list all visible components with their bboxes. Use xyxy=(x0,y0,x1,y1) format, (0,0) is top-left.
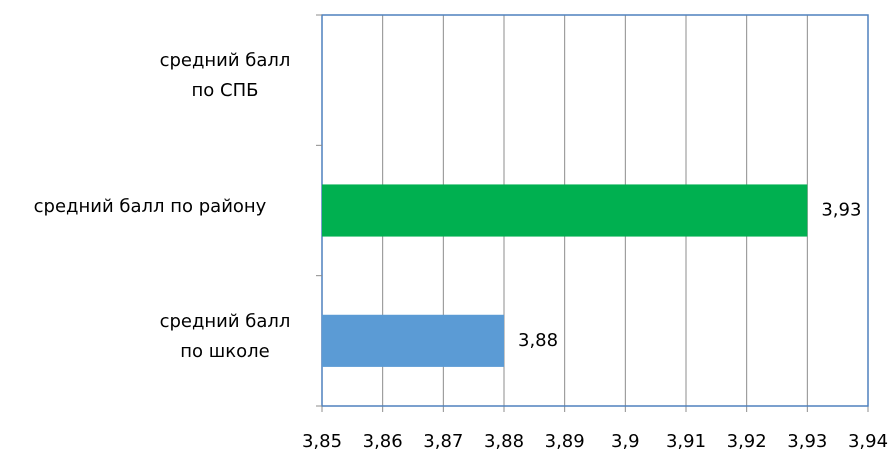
bar xyxy=(322,314,504,367)
x-tick-label: 3,86 xyxy=(363,431,403,452)
data-label: 3,88 xyxy=(518,330,558,351)
x-tick-label: 3,9 xyxy=(611,431,640,452)
x-tick-label: 3,85 xyxy=(302,431,342,452)
x-tick-label: 3,92 xyxy=(727,431,767,452)
x-tick-label: 3,91 xyxy=(666,431,706,452)
bar xyxy=(322,184,808,237)
y-tick-label: средний балл по школе xyxy=(159,310,291,362)
x-tick-label: 3,89 xyxy=(545,431,585,452)
x-tick-label: 3,93 xyxy=(787,431,827,452)
x-tick-label: 3,88 xyxy=(484,431,524,452)
y-tick-label: средний балл по району xyxy=(33,195,267,217)
x-tick-label: 3,94 xyxy=(848,431,888,452)
data-label: 3,93 xyxy=(821,200,861,221)
y-tick-label: средний балл по СПБ xyxy=(159,50,291,102)
x-tick-label: 3,87 xyxy=(423,431,463,452)
